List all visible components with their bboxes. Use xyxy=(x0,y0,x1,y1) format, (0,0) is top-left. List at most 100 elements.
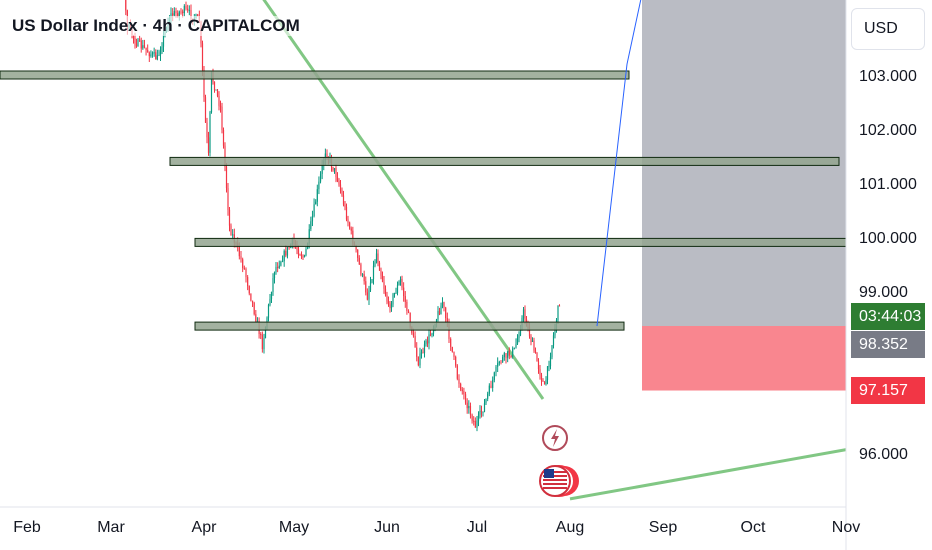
candle-body xyxy=(461,389,463,392)
candle-body xyxy=(407,310,410,313)
candle-body xyxy=(319,173,322,182)
candle-body xyxy=(139,39,141,41)
candle-body xyxy=(471,414,473,421)
candle-body xyxy=(333,168,336,171)
candle-body xyxy=(490,385,492,388)
candle-body xyxy=(371,279,373,283)
us-flag-icon[interactable] xyxy=(539,465,579,497)
candle-body xyxy=(349,222,351,229)
candle-body xyxy=(395,292,397,294)
candle-body xyxy=(513,347,515,349)
candle-body xyxy=(361,274,364,276)
candle-body xyxy=(453,351,455,357)
candle-body xyxy=(155,52,157,60)
x-tick-label: Aug xyxy=(556,519,584,536)
candle-body xyxy=(313,204,315,217)
candle-body xyxy=(549,357,552,367)
candle-body xyxy=(311,216,314,222)
candle-body xyxy=(396,285,399,293)
y-tick-label: 103.000 xyxy=(859,68,917,85)
sr-zone-2[interactable] xyxy=(169,156,840,166)
lightning-icon[interactable] xyxy=(542,425,568,451)
candle-body xyxy=(342,195,345,205)
candle-body xyxy=(300,255,303,257)
candle-body xyxy=(143,45,146,48)
candle-body xyxy=(203,69,205,98)
candle-body xyxy=(524,309,526,320)
projection-path[interactable] xyxy=(596,0,642,327)
candle-body xyxy=(151,52,154,55)
candle-body xyxy=(280,261,282,266)
candle-body xyxy=(125,0,127,11)
candle-body xyxy=(341,190,343,196)
candle-body xyxy=(137,39,139,47)
candle-body xyxy=(492,379,494,388)
candle-body xyxy=(503,353,505,358)
candle-body xyxy=(432,327,435,334)
trendline-1[interactable] xyxy=(192,0,545,400)
candle-body xyxy=(536,352,538,362)
candle-body xyxy=(530,336,532,343)
candle-body xyxy=(390,304,393,309)
candle-body xyxy=(336,177,339,181)
candle-body xyxy=(251,300,254,303)
candle-body xyxy=(247,277,249,287)
candle-body xyxy=(412,333,415,336)
candle-body xyxy=(172,13,174,16)
candle-body xyxy=(187,8,189,11)
candle-body xyxy=(375,253,378,263)
candle-body xyxy=(175,11,177,14)
candle-body xyxy=(227,188,229,210)
candle-body xyxy=(326,153,328,159)
candle-body xyxy=(551,345,553,358)
last-price-badge: 98.352 xyxy=(851,331,925,358)
candle-body xyxy=(552,335,555,346)
candle-body xyxy=(431,333,433,336)
candle-body xyxy=(204,97,207,123)
candle-body xyxy=(272,278,274,292)
candle-body xyxy=(374,262,376,266)
candle-body xyxy=(455,356,457,366)
candle-body xyxy=(542,380,544,382)
candle-body xyxy=(483,403,486,412)
candle-body xyxy=(297,249,300,255)
candle-body xyxy=(142,45,144,49)
candle-body xyxy=(224,145,226,167)
sr-zone-3[interactable] xyxy=(194,237,847,247)
candle-body xyxy=(534,350,537,353)
candle-body xyxy=(366,292,368,300)
candle-body xyxy=(197,14,199,17)
currency-button[interactable]: USD xyxy=(851,8,925,50)
candle-body xyxy=(216,89,219,96)
candle-body xyxy=(477,414,480,421)
stop-zone-box[interactable] xyxy=(642,325,846,391)
candle-body xyxy=(288,247,290,249)
candle-body xyxy=(539,369,541,376)
candle-body xyxy=(243,267,245,269)
candle-body xyxy=(148,52,150,57)
candle-body xyxy=(281,261,284,263)
candle-body xyxy=(458,378,460,384)
price-scale-bg[interactable] xyxy=(846,0,932,550)
candle-body xyxy=(381,275,384,282)
sr-zone-1[interactable] xyxy=(0,70,630,80)
candle-body xyxy=(429,334,432,336)
candle-body xyxy=(533,340,535,351)
candle-body xyxy=(445,307,447,319)
candle-body xyxy=(267,304,270,318)
candle-body xyxy=(500,361,502,363)
x-tick-label: Oct xyxy=(741,519,766,536)
candle-body xyxy=(250,293,252,301)
x-tick-label: Sep xyxy=(649,519,678,536)
candle-body xyxy=(135,43,138,47)
candle-body xyxy=(404,296,406,302)
candle-body xyxy=(188,9,190,11)
x-tick-label: Apr xyxy=(192,519,218,536)
candle-body xyxy=(389,302,391,309)
y-tick-label: 102.000 xyxy=(859,122,917,139)
sr-zone-4[interactable] xyxy=(194,321,625,331)
x-tick-label: Jul xyxy=(467,519,487,536)
candle-body xyxy=(420,352,423,354)
candle-body xyxy=(557,305,559,321)
